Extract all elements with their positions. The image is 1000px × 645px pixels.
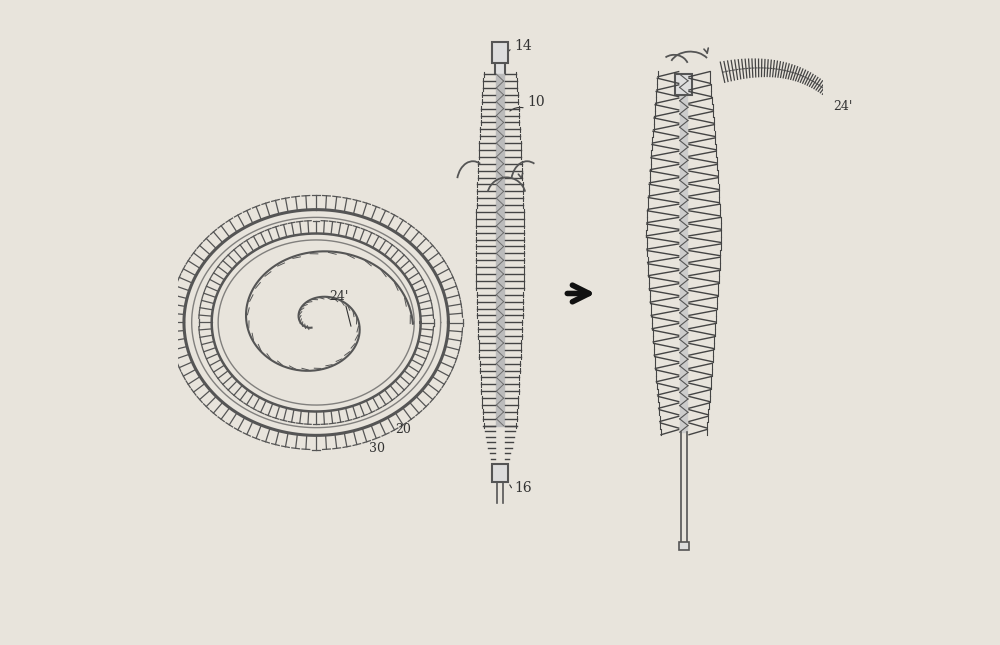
Text: 30: 30 xyxy=(369,442,385,455)
Text: 20: 20 xyxy=(395,423,411,436)
FancyBboxPatch shape xyxy=(679,542,689,550)
Text: 14: 14 xyxy=(514,39,532,53)
Text: 10: 10 xyxy=(527,95,545,110)
FancyBboxPatch shape xyxy=(492,464,508,482)
Text: 24': 24' xyxy=(833,99,853,113)
FancyBboxPatch shape xyxy=(492,42,508,63)
Text: 16: 16 xyxy=(514,481,532,495)
Text: 24': 24' xyxy=(329,290,348,303)
FancyBboxPatch shape xyxy=(675,74,692,95)
